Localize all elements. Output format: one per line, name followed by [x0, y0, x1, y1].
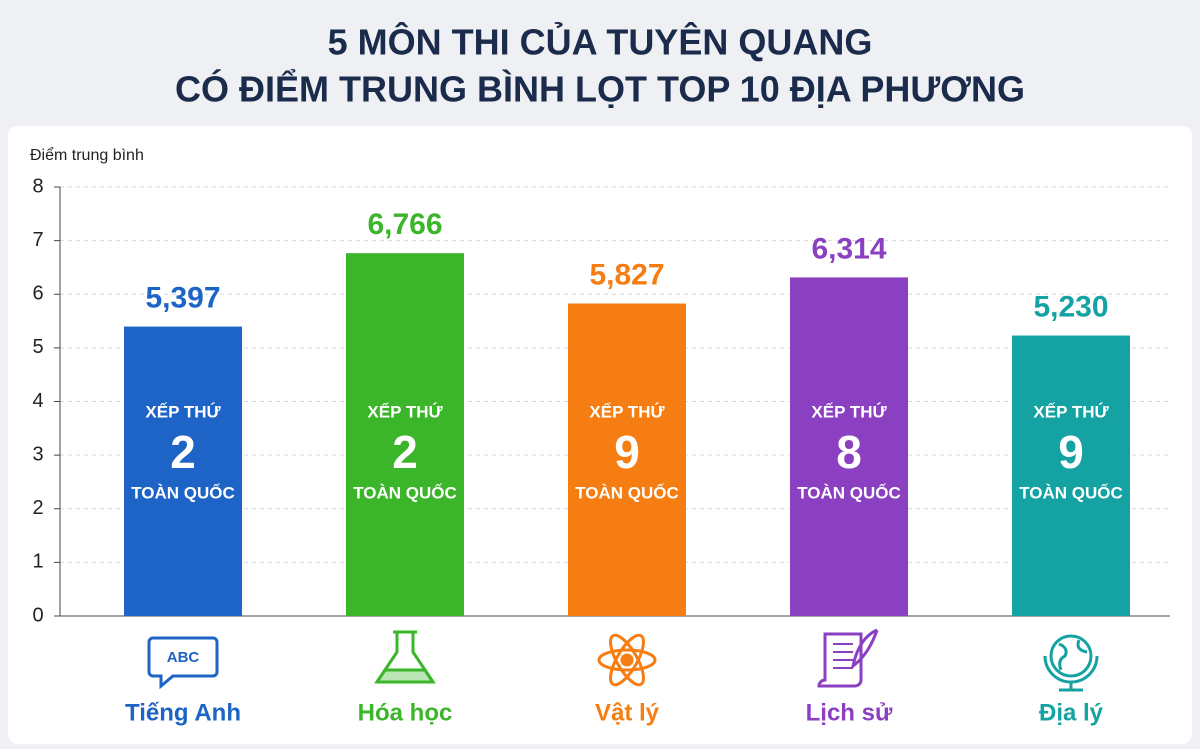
rank-prefix: XẾP THỨ — [811, 402, 887, 421]
icon-shape — [620, 653, 634, 667]
rank-number: 8 — [836, 426, 862, 478]
bar — [124, 326, 242, 616]
x-tick-label: Địa lý — [1039, 699, 1104, 726]
icon-shape — [597, 648, 657, 672]
rank-number: 9 — [614, 426, 640, 478]
y-tick-label: 3 — [32, 443, 43, 465]
category-icon — [597, 633, 657, 687]
icon-text: ABC — [167, 649, 200, 666]
value-label: 6,766 — [367, 208, 442, 241]
value-label: 5,827 — [589, 258, 664, 291]
y-tick-label: 4 — [32, 390, 43, 412]
icon-shape — [817, 632, 863, 688]
y-tick-label: 0 — [32, 604, 43, 626]
rank-suffix: TOÀN QUỐC — [1019, 482, 1123, 502]
rank-suffix: TOÀN QUỐC — [353, 482, 457, 502]
x-tick-label: Tiếng Anh — [125, 699, 241, 726]
x-tick-label: Vật lý — [595, 699, 660, 726]
category-icon: ABC — [147, 636, 219, 690]
category-icon — [817, 628, 879, 688]
rank-number: 2 — [392, 426, 418, 478]
icon-shape — [1043, 655, 1099, 692]
y-tick-label: 1 — [32, 551, 43, 573]
y-tick-label: 7 — [32, 229, 43, 251]
icon-shape — [1058, 639, 1088, 671]
icon-shape — [609, 633, 645, 687]
y-tick-label: 8 — [32, 175, 43, 197]
y-tick-label: 6 — [32, 283, 43, 305]
icon-shape — [609, 633, 645, 687]
rank-suffix: TOÀN QUỐC — [797, 482, 901, 502]
rank-number: 9 — [1058, 426, 1084, 478]
rank-suffix: TOÀN QUỐC — [575, 482, 679, 502]
icon-shape — [850, 628, 879, 670]
rank-prefix: XẾP THỨ — [367, 402, 443, 421]
rank-prefix: XẾP THỨ — [589, 402, 665, 421]
rank-prefix: XẾP THỨ — [145, 402, 221, 421]
category-icon — [1043, 634, 1099, 692]
rank-number: 2 — [170, 426, 196, 478]
icon-shape — [374, 668, 436, 684]
rank-prefix: XẾP THỨ — [1033, 402, 1109, 421]
bar — [346, 253, 464, 616]
y-tick-label: 5 — [32, 336, 43, 358]
x-tick-label: Hóa học — [358, 699, 453, 726]
icon-shape — [1049, 634, 1093, 678]
value-label: 5,397 — [145, 282, 220, 315]
value-label: 6,314 — [811, 232, 886, 265]
chart-title: 5 MÔN THI CỦA TUYÊN QUANG — [328, 21, 873, 63]
y-axis-label: Điểm trung bình — [30, 146, 144, 164]
icon-shape — [147, 636, 219, 690]
value-label: 5,230 — [1033, 290, 1108, 323]
bar — [790, 277, 908, 616]
y-tick-label: 2 — [32, 497, 43, 519]
category-icon — [374, 630, 436, 684]
bar — [1012, 335, 1130, 616]
bar — [568, 303, 686, 616]
chart-title: CÓ ĐIỂM TRUNG BÌNH LỌT TOP 10 ĐỊA PHƯƠNG — [175, 68, 1025, 110]
x-tick-label: Lịch sử — [806, 699, 893, 726]
rank-suffix: TOÀN QUỐC — [131, 482, 235, 502]
